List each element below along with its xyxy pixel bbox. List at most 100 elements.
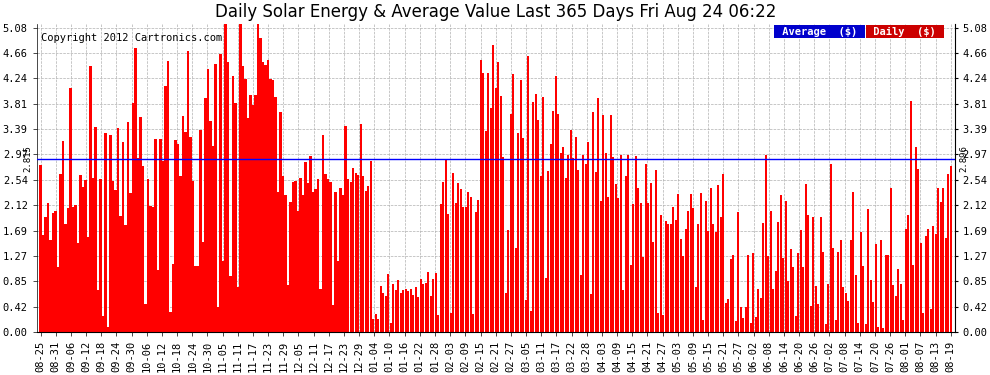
Bar [140, 117, 142, 332]
Bar [835, 320, 837, 332]
Bar [812, 217, 815, 332]
Bar [402, 290, 404, 332]
Bar [172, 264, 174, 332]
Bar [944, 237, 947, 332]
Bar [925, 236, 927, 332]
Bar [492, 45, 494, 332]
Bar [769, 211, 772, 332]
Bar [489, 108, 492, 332]
Bar [332, 304, 335, 332]
Bar [625, 176, 627, 332]
Bar [127, 122, 130, 332]
Bar [282, 176, 284, 332]
Bar [782, 258, 784, 332]
Bar [427, 272, 430, 332]
Bar [464, 207, 467, 332]
Bar [679, 239, 682, 332]
Bar [484, 131, 487, 332]
Bar [340, 188, 342, 332]
Bar [942, 188, 944, 332]
Bar [847, 301, 849, 332]
Bar [67, 208, 69, 332]
Bar [902, 320, 905, 332]
Bar [242, 66, 245, 332]
Bar [142, 166, 145, 332]
Bar [407, 291, 409, 332]
Bar [520, 80, 522, 332]
Bar [454, 203, 456, 332]
Bar [515, 248, 517, 332]
Bar [757, 289, 759, 332]
Bar [577, 170, 579, 332]
Bar [620, 155, 622, 332]
Bar [392, 284, 394, 332]
Bar [51, 213, 54, 332]
Bar [669, 224, 672, 332]
Bar [749, 322, 752, 332]
Bar [135, 48, 137, 332]
Bar [717, 185, 720, 332]
Bar [674, 220, 677, 332]
Bar [559, 153, 562, 332]
Bar [815, 285, 817, 332]
Bar [805, 184, 807, 332]
Bar [764, 154, 767, 332]
Bar [262, 62, 264, 332]
Bar [69, 87, 71, 332]
Bar [802, 267, 805, 332]
Bar [225, 21, 227, 332]
Bar [522, 138, 525, 332]
Bar [247, 118, 249, 332]
Bar [695, 287, 697, 332]
Bar [425, 283, 427, 332]
Bar [935, 234, 937, 332]
Bar [790, 249, 792, 332]
Bar [569, 129, 572, 332]
Bar [477, 200, 479, 332]
Bar [922, 313, 925, 332]
Bar [817, 304, 820, 332]
Bar [56, 267, 59, 332]
Bar [552, 111, 554, 332]
Bar [307, 183, 309, 332]
Bar [685, 229, 687, 332]
Bar [245, 79, 247, 332]
Bar [167, 61, 169, 332]
Bar [554, 76, 556, 332]
Bar [672, 207, 674, 332]
Bar [159, 139, 161, 332]
Bar [600, 201, 602, 332]
Bar [797, 253, 800, 332]
Bar [622, 291, 625, 332]
Bar [145, 304, 147, 332]
Bar [525, 300, 527, 332]
Bar [877, 327, 879, 332]
Bar [149, 206, 151, 332]
Bar [869, 280, 872, 332]
Bar [785, 201, 787, 332]
Bar [40, 165, 42, 332]
Bar [630, 266, 632, 332]
Bar [300, 178, 302, 332]
Bar [164, 86, 166, 332]
Bar [712, 224, 715, 332]
Text: 2.815: 2.815 [23, 146, 33, 172]
Bar [800, 230, 802, 332]
Bar [154, 140, 156, 332]
Bar [825, 324, 827, 332]
Bar [202, 242, 204, 332]
Bar [349, 182, 351, 332]
Bar [595, 172, 597, 332]
Bar [187, 51, 189, 332]
Bar [237, 287, 240, 332]
Bar [517, 133, 520, 332]
Bar [45, 217, 47, 332]
Bar [700, 193, 702, 332]
Bar [632, 204, 635, 332]
Bar [197, 266, 199, 332]
Bar [537, 120, 540, 332]
Bar [330, 182, 332, 332]
Bar [859, 232, 862, 332]
Bar [564, 178, 567, 332]
Bar [335, 192, 337, 332]
